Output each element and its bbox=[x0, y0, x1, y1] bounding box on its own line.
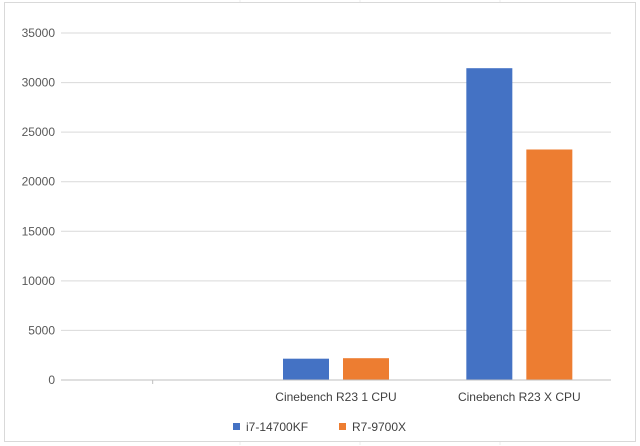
bar-chart: 0 5000 10000 15000 20000 25000 30000 35000 Cine… bbox=[22, 26, 611, 434]
y-tick-label: 15000 bbox=[22, 224, 56, 238]
legend-swatch bbox=[339, 423, 346, 430]
x-axis-labels: Cinebench R23 1 CPU Cinebench R23 X CPU bbox=[152, 380, 581, 404]
y-axis-ticks: 0 5000 10000 15000 20000 25000 30000 35000 bbox=[22, 26, 56, 387]
y-tick-label: 30000 bbox=[22, 76, 56, 90]
y-tick-label: 10000 bbox=[22, 274, 56, 288]
bar-R7-9700X-1[interactable] bbox=[343, 358, 389, 380]
legend-label[interactable]: i7-14700KF bbox=[246, 420, 308, 434]
y-tick-label: 0 bbox=[48, 373, 55, 387]
x-tick-label: Cinebench R23 X CPU bbox=[458, 390, 581, 404]
bar-i7-14700KF-2[interactable] bbox=[466, 68, 513, 381]
gridlines bbox=[61, 32, 611, 331]
x-tick-label: Cinebench R23 1 CPU bbox=[275, 390, 396, 404]
legend-swatch bbox=[233, 423, 240, 430]
y-tick-label: 25000 bbox=[22, 125, 56, 139]
bars bbox=[283, 68, 573, 381]
y-tick-label: 5000 bbox=[28, 323, 55, 337]
bar-i7-14700KF-1[interactable] bbox=[283, 358, 329, 380]
legend-label[interactable]: R7-9700X bbox=[352, 420, 406, 434]
chart-area[interactable]: 0 5000 10000 15000 20000 25000 30000 35000 Cine… bbox=[4, 2, 636, 442]
legend: i7-14700KF R7-9700X bbox=[233, 420, 406, 434]
y-tick-label: 20000 bbox=[22, 175, 56, 189]
y-tick-label: 35000 bbox=[22, 26, 56, 40]
bar-R7-9700X-2[interactable] bbox=[526, 149, 573, 380]
